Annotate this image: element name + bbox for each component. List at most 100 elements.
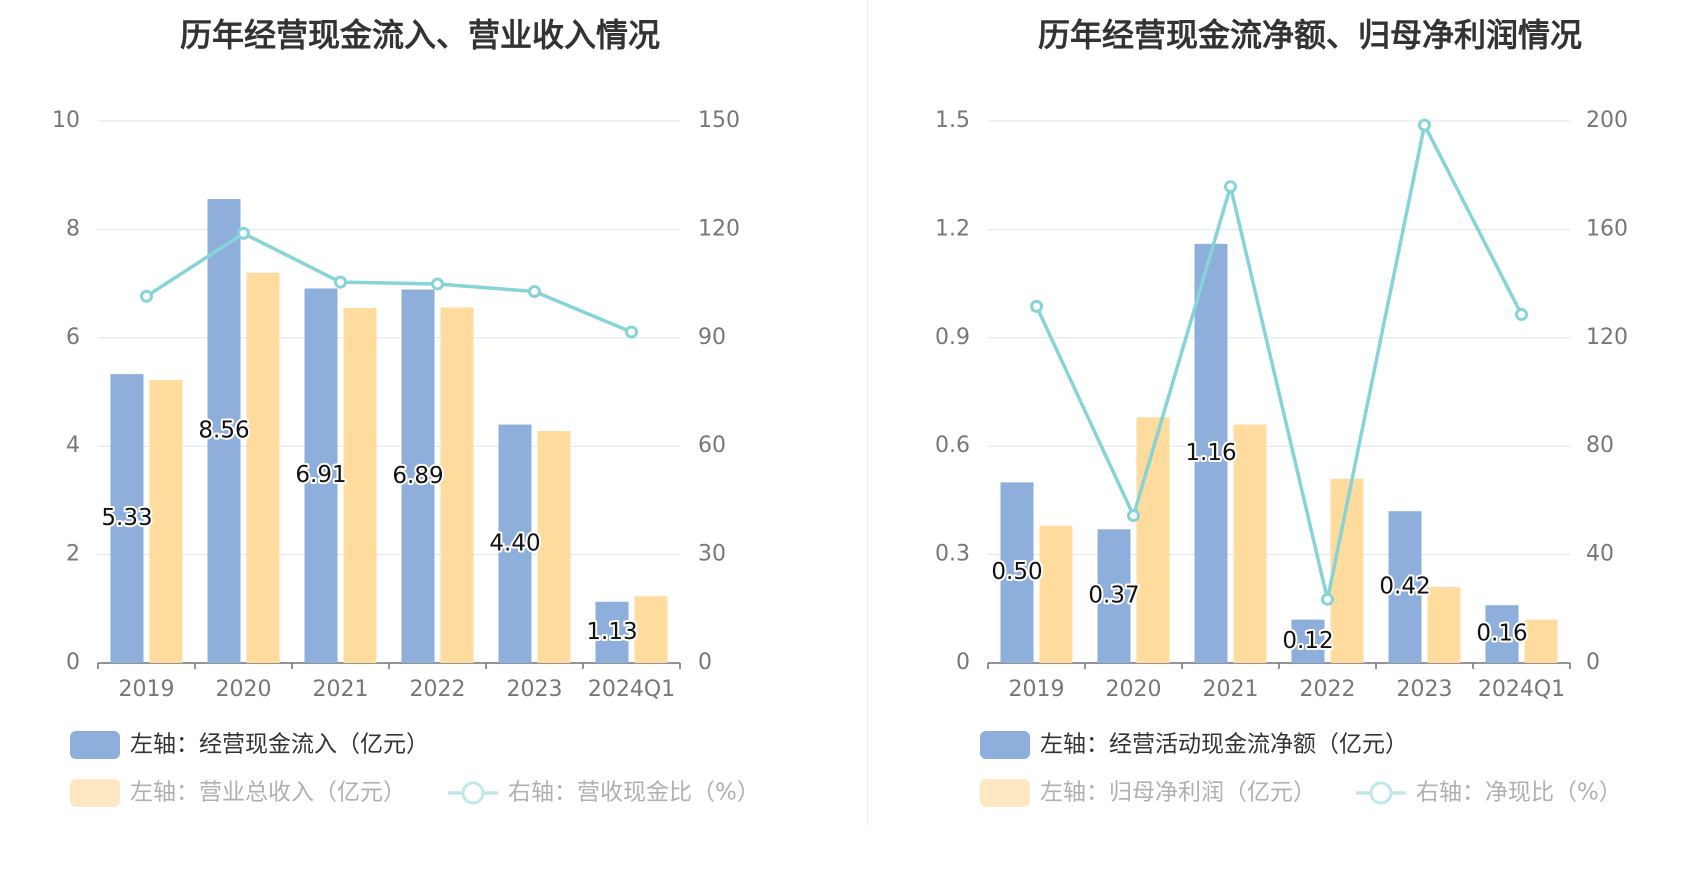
line-point xyxy=(1127,509,1140,523)
legend-swatch[interactable] xyxy=(70,779,120,807)
left-axis-tick-label: 0 xyxy=(956,650,970,675)
left-axis-tick-label: 10 xyxy=(52,108,80,133)
line-point xyxy=(1515,307,1528,321)
right-axis-tick-label: 120 xyxy=(1586,325,1628,350)
data-label: 6.91 xyxy=(295,462,346,488)
right-axis-tick-label: 60 xyxy=(698,433,726,458)
bar-secondary xyxy=(149,380,183,663)
line-point xyxy=(431,277,444,291)
legend-label[interactable]: 左轴：归母净利润（亿元） xyxy=(1040,780,1316,806)
left-axis-tick-label: 8 xyxy=(66,216,80,241)
left-axis-tick-label: 0.9 xyxy=(935,325,970,350)
left-axis-tick-label: 0 xyxy=(66,650,80,675)
x-axis-tick-label: 2021 xyxy=(1203,677,1259,702)
bar-secondary xyxy=(440,307,474,663)
bar-secondary xyxy=(1136,417,1170,663)
right-axis-tick-label: 160 xyxy=(1586,216,1628,241)
legend-swatch[interactable] xyxy=(70,731,120,759)
bar-primary xyxy=(1485,605,1519,663)
bar-secondary xyxy=(634,596,668,663)
data-label: 0.50 xyxy=(991,559,1042,585)
right-axis-tick-label: 0 xyxy=(1586,650,1600,675)
data-label: 1.13 xyxy=(586,619,637,645)
data-label: 5.33 xyxy=(101,505,152,531)
data-label: 0.42 xyxy=(1379,574,1430,600)
x-axis-tick-label: 2021 xyxy=(313,677,369,702)
line-point xyxy=(1030,299,1043,313)
data-label: 8.56 xyxy=(198,418,249,444)
x-axis-tick-label: 2020 xyxy=(216,677,272,702)
panel-divider xyxy=(867,0,868,825)
data-label: 4.40 xyxy=(489,530,540,556)
bar-primary xyxy=(1291,619,1325,663)
chart-title: 历年经营现金流净额、归母净利润情况 xyxy=(1038,16,1582,54)
legend-swatch[interactable] xyxy=(980,731,1030,759)
right-axis-tick-label: 0 xyxy=(698,650,712,675)
line-point xyxy=(1418,118,1431,132)
bar-primary xyxy=(595,601,629,663)
bar-secondary xyxy=(343,307,377,663)
data-label: 0.12 xyxy=(1282,628,1333,654)
bar-primary xyxy=(1194,243,1228,663)
right-axis-tick-label: 90 xyxy=(698,325,726,350)
ratio-line xyxy=(1034,123,1524,602)
bar-secondary xyxy=(1039,525,1073,663)
right-axis-tick-label: 120 xyxy=(698,216,740,241)
left-axis-tick-label: 6 xyxy=(66,325,80,350)
bar-secondary xyxy=(1427,587,1461,663)
legend-line-marker xyxy=(461,781,485,805)
legend-line-marker xyxy=(1369,781,1393,805)
x-axis-tick-label: 2019 xyxy=(1009,677,1065,702)
legend-label[interactable]: 左轴：营业总收入（亿元） xyxy=(130,780,406,806)
data-label: 0.16 xyxy=(1476,621,1527,647)
x-axis-tick-label: 2022 xyxy=(410,677,466,702)
x-axis-tick-label: 2024Q1 xyxy=(1478,677,1565,702)
x-axis-tick-label: 2020 xyxy=(1106,677,1162,702)
bar-secondary xyxy=(1233,424,1267,663)
x-axis-tick-label: 2024Q1 xyxy=(588,677,675,702)
right-axis-tick-label: 30 xyxy=(698,542,726,567)
legend-swatch[interactable] xyxy=(980,779,1030,807)
bar-primary xyxy=(401,289,435,663)
bar-primary xyxy=(1000,482,1034,663)
bar-primary xyxy=(304,288,338,663)
x-axis-tick-label: 2019 xyxy=(119,677,175,702)
right-axis-tick-label: 80 xyxy=(1586,433,1614,458)
ratio-line xyxy=(145,231,633,334)
chart-1: 历年经营现金流入、营业收入情况 0 2 4 6 8 10 0 30 60 90 120 150 2019 2… xyxy=(52,16,760,807)
data-label: 0.37 xyxy=(1088,583,1139,609)
chart-2: 历年经营现金流净额、归母净利润情况 0 0.3 0.6 0.9 1.2 1.5 0 40 80 12… xyxy=(935,16,1628,807)
bar-secondary xyxy=(537,431,571,663)
legend-label[interactable]: 左轴：经营现金流入（亿元） xyxy=(130,732,429,758)
x-axis-tick-label: 2022 xyxy=(1300,677,1356,702)
left-axis-tick-label: 4 xyxy=(66,433,80,458)
line-point xyxy=(334,275,347,289)
bar-secondary xyxy=(1524,619,1558,663)
x-axis-tick-label: 2023 xyxy=(1397,677,1453,702)
data-label: 1.16 xyxy=(1185,440,1236,466)
bar-primary xyxy=(1388,511,1422,663)
chart-title: 历年经营现金流入、营业收入情况 xyxy=(180,16,660,54)
legend-label[interactable]: 左轴：经营活动现金流净额（亿元） xyxy=(1040,732,1408,758)
left-axis-tick-label: 1.2 xyxy=(935,216,970,241)
left-axis-tick-label: 0.3 xyxy=(935,542,970,567)
line-point xyxy=(1224,180,1237,194)
x-axis-tick-label: 2023 xyxy=(507,677,563,702)
right-axis-tick-label: 40 xyxy=(1586,542,1614,567)
legend-label[interactable]: 右轴：净现比（%） xyxy=(1416,780,1622,806)
data-label: 6.89 xyxy=(392,463,443,489)
bar-primary xyxy=(110,374,144,663)
bar-secondary xyxy=(246,272,280,663)
line-point xyxy=(237,226,250,240)
line-point xyxy=(625,325,638,339)
left-axis-tick-label: 1.5 xyxy=(935,108,970,133)
legend-label[interactable]: 右轴：营收现金比（%） xyxy=(508,780,760,806)
left-axis-tick-label: 2 xyxy=(66,542,80,567)
right-axis-tick-label: 200 xyxy=(1586,108,1628,133)
line-point xyxy=(1321,592,1334,606)
bar-primary xyxy=(1097,529,1131,663)
line-point xyxy=(528,285,541,299)
right-axis-tick-label: 150 xyxy=(698,108,740,133)
line-point xyxy=(140,289,153,303)
